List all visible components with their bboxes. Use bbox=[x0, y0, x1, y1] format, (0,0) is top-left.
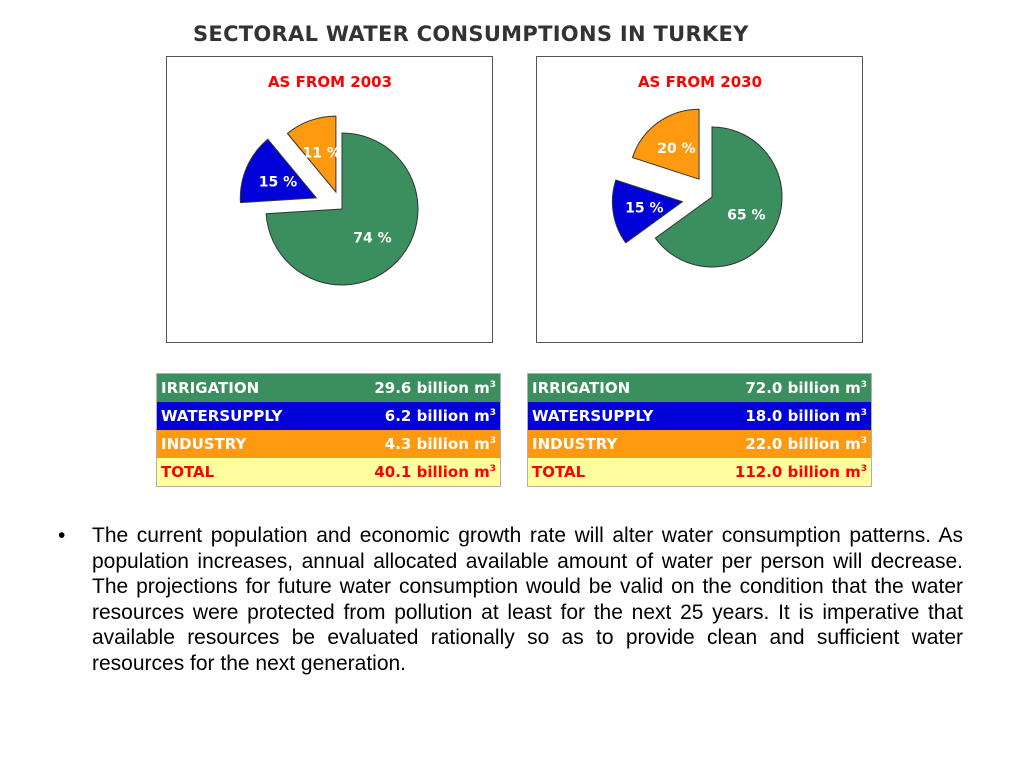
pie-chart-2003: AS FROM 2003 74 % 15 % 11 % bbox=[166, 56, 493, 343]
pie-chart-2030-svg: AS FROM 2030 65 % 15 % 20 % bbox=[611, 73, 783, 268]
row-value: 18.0 billion m bbox=[745, 407, 861, 425]
row-value-cell: 29.6 billion m3 bbox=[328, 373, 501, 402]
pie-slice-label-watersupply: 15 % bbox=[259, 174, 297, 190]
row-label: IRRIGATION bbox=[527, 373, 693, 402]
row-label: TOTAL bbox=[156, 458, 329, 487]
bullet-paragraph: • The current population and economic gr… bbox=[58, 523, 963, 676]
unit-superscript: 3 bbox=[860, 408, 867, 418]
row-value: 4.3 billion m bbox=[384, 435, 490, 453]
chart-title: AS FROM 2003 bbox=[268, 73, 392, 91]
row-value: 112.0 billion m bbox=[734, 463, 861, 481]
row-label: TOTAL bbox=[527, 458, 693, 487]
table-row-industry: INDUSTRY 22.0 billion m3 bbox=[527, 430, 872, 458]
table-row-total: TOTAL 112.0 billion m3 bbox=[527, 458, 872, 487]
pie-slice-label-watersupply: 15 % bbox=[625, 201, 663, 217]
table-row-watersupply: WATERSUPPLY 18.0 billion m3 bbox=[527, 402, 872, 430]
row-label: INDUSTRY bbox=[527, 430, 693, 458]
pie-slice-irrigation bbox=[265, 132, 419, 286]
pie-slice-label-industry: 20 % bbox=[657, 141, 695, 157]
unit-superscript: 3 bbox=[860, 380, 867, 390]
pie-slice-watersupply bbox=[239, 138, 318, 204]
pie-slice-industry bbox=[631, 108, 700, 180]
row-value-cell: 40.1 billion m3 bbox=[328, 458, 501, 487]
pie-slice-watersupply bbox=[611, 179, 684, 244]
row-value: 40.1 billion m bbox=[374, 463, 490, 481]
page-title: SECTORAL WATER CONSUMPTIONS IN TURKEY bbox=[193, 22, 749, 46]
unit-superscript: 3 bbox=[489, 464, 496, 474]
row-value: 6.2 billion m bbox=[384, 407, 490, 425]
unit-superscript: 3 bbox=[860, 436, 867, 446]
unit-superscript: 3 bbox=[860, 464, 867, 474]
bullet-marker: • bbox=[58, 524, 66, 547]
table-row-irrigation: IRRIGATION 29.6 billion m3 bbox=[156, 373, 501, 402]
row-value-cell: 22.0 billion m3 bbox=[692, 430, 872, 458]
table-row-watersupply: WATERSUPPLY 6.2 billion m3 bbox=[156, 402, 501, 430]
pie-slice-label-industry: 11 % bbox=[303, 146, 341, 162]
pie-chart-2030: AS FROM 2030 65 % 15 % 20 % bbox=[536, 56, 863, 343]
row-label: IRRIGATION bbox=[156, 373, 329, 402]
consumption-table-2030: IRRIGATION 72.0 billion m3 WATERSUPPLY 1… bbox=[527, 373, 872, 487]
pie-slice-label-irrigation: 74 % bbox=[353, 231, 391, 247]
pie-slice-industry bbox=[286, 115, 337, 194]
row-value-cell: 6.2 billion m3 bbox=[328, 402, 501, 430]
pie-slices: 65 % 15 % 20 % bbox=[611, 108, 783, 268]
row-value-cell: 112.0 billion m3 bbox=[692, 458, 872, 487]
table-row-industry: INDUSTRY 4.3 billion m3 bbox=[156, 430, 501, 458]
row-value: 22.0 billion m bbox=[745, 435, 861, 453]
pie-chart-2003-svg: AS FROM 2003 74 % 15 % 11 % bbox=[239, 73, 419, 286]
consumption-table-2003: IRRIGATION 29.6 billion m3 WATERSUPPLY 6… bbox=[156, 373, 501, 487]
row-label: WATERSUPPLY bbox=[527, 402, 693, 430]
row-label: WATERSUPPLY bbox=[156, 402, 329, 430]
unit-superscript: 3 bbox=[489, 408, 496, 418]
row-label: INDUSTRY bbox=[156, 430, 329, 458]
table-row-irrigation: IRRIGATION 72.0 billion m3 bbox=[527, 373, 872, 402]
row-value: 72.0 billion m bbox=[745, 379, 861, 397]
row-value-cell: 72.0 billion m3 bbox=[692, 373, 872, 402]
pie-slices: 74 % 15 % 11 % bbox=[239, 115, 419, 286]
pie-slice-irrigation bbox=[654, 126, 783, 268]
row-value-cell: 18.0 billion m3 bbox=[692, 402, 872, 430]
pie-slice-label-irrigation: 65 % bbox=[727, 207, 765, 223]
unit-superscript: 3 bbox=[489, 436, 496, 446]
row-value-cell: 4.3 billion m3 bbox=[328, 430, 501, 458]
row-value: 29.6 billion m bbox=[374, 379, 490, 397]
chart-title: AS FROM 2030 bbox=[638, 73, 762, 91]
table-row-total: TOTAL 40.1 billion m3 bbox=[156, 458, 501, 487]
bullet-text: The current population and economic grow… bbox=[92, 524, 963, 675]
unit-superscript: 3 bbox=[489, 380, 496, 390]
